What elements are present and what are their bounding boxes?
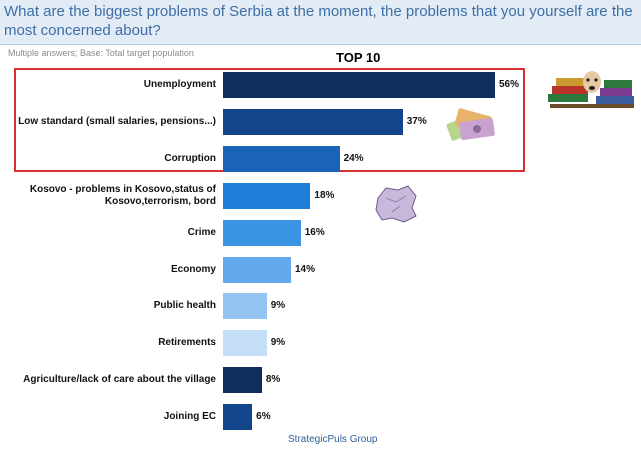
bar: [223, 367, 262, 394]
value-label: 24%: [343, 152, 364, 164]
chart-subtitle: Multiple answers; Base: Total target pop…: [8, 48, 194, 58]
title-band: [0, 0, 641, 45]
source-footer: StrategicPuls Group: [288, 434, 378, 445]
value-label: 9%: [270, 300, 286, 312]
category-label: Crime: [187, 226, 216, 238]
bar: [223, 293, 267, 320]
bar: [223, 256, 291, 283]
bar: [223, 219, 301, 246]
bar: [223, 72, 495, 98]
banknotes-icon: [446, 108, 495, 141]
category-label: Low standard (small salaries, pensions..…: [18, 115, 216, 127]
value-label: 16%: [304, 226, 325, 238]
books-stack-icon: [548, 71, 634, 108]
category-label: Kosovo - problems in Kosovo,status of Ko…: [29, 183, 216, 207]
category-label: Public health: [153, 300, 216, 312]
category-label: Joining EC: [163, 411, 216, 423]
bar: [223, 330, 267, 357]
category-label: Corruption: [164, 152, 216, 164]
category-label: Unemployment: [143, 79, 216, 90]
kosovo-map-icon: [375, 185, 417, 223]
bar: [223, 182, 311, 209]
bar: [223, 108, 403, 135]
category-label: Economy: [170, 263, 216, 275]
bar: [223, 404, 253, 431]
top-label: TOP 10: [336, 50, 381, 65]
value-label: 56%: [499, 79, 520, 90]
category-label: Retirements: [158, 337, 216, 349]
value-label: 37%: [406, 115, 427, 127]
value-label: 6%: [256, 411, 271, 423]
value-label: 8%: [265, 374, 281, 386]
chart-title: What are the biggest problems of Serbia …: [4, 3, 633, 39]
value-label: 18%: [314, 189, 335, 201]
value-label: 14%: [295, 263, 316, 275]
bar: [223, 145, 340, 172]
value-label: 9%: [270, 337, 286, 349]
category-label: Agriculture/lack of care about the villa…: [23, 374, 216, 386]
